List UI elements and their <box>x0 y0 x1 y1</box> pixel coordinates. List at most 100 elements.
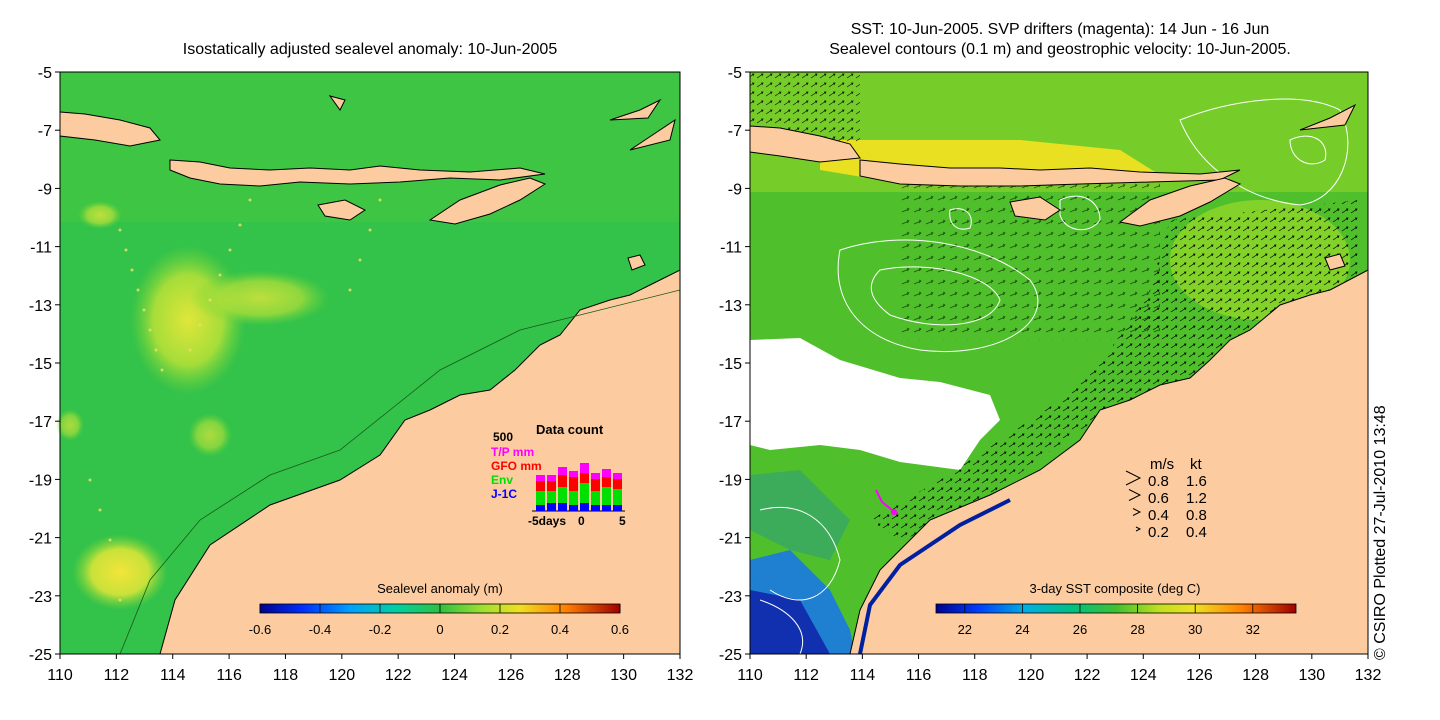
inset-bar-segment <box>580 483 589 503</box>
colorbar-tick-label: 0.6 <box>611 622 629 637</box>
right-colorbar <box>935 603 1297 614</box>
x-tick-label: 120 <box>1018 667 1045 684</box>
x-tick-label: 128 <box>1242 667 1269 684</box>
right-australia-land <box>849 269 1369 655</box>
inset-bar-segment <box>547 475 556 481</box>
inset-ymax: 500 <box>493 430 513 444</box>
inset-bar-segment <box>547 491 556 503</box>
y-tick-label: -13 <box>719 298 742 315</box>
right-colorbar-label: 3-day SST composite (deg C) <box>1030 581 1201 596</box>
inset-bar-segment <box>558 475 567 487</box>
colorbar-tick-label: 32 <box>1246 622 1260 637</box>
x-tick-label: 122 <box>1074 667 1101 684</box>
velocity-ms: 0.4 <box>1148 507 1169 524</box>
colorbar-tick-label: 0.2 <box>491 622 509 637</box>
y-tick-label: -23 <box>29 589 52 606</box>
x-tick-label: 114 <box>850 667 876 684</box>
y-tick-label: -11 <box>30 240 52 257</box>
x-tick-label: 116 <box>906 667 932 684</box>
inset-bar-segment <box>602 469 611 477</box>
x-tick-label: 124 <box>441 667 468 684</box>
inset-bar-segment <box>602 477 611 487</box>
x-tick-label: 112 <box>104 667 130 684</box>
inset-title: Data count <box>536 422 604 437</box>
velocity-kt: 1.2 <box>1186 490 1207 507</box>
inset-bar-segment <box>591 479 600 491</box>
left-timor-island <box>428 177 547 225</box>
right-map-title-line2: Sealevel contours (0.1 m) and geostrophi… <box>829 41 1291 58</box>
x-tick-label: 118 <box>273 667 299 684</box>
y-tick-label: -21 <box>719 531 742 548</box>
x-tick-label: 112 <box>793 667 819 684</box>
velocity-legend: m/s kt 0.8 1.60.6 1.20.4 0.80.2 0.4 <box>1125 456 1207 541</box>
inset-bar-segment <box>569 477 578 491</box>
inset-bar-segment <box>536 481 545 491</box>
right-map-title-line1: SST: 10-Jun-2005. SVP drifters (magenta)… <box>850 21 1270 38</box>
y-tick-label: -15 <box>29 356 52 373</box>
inset-xtick-0: 0 <box>578 514 585 528</box>
inset-bar-segment <box>558 503 567 511</box>
y-tick-label: -5 <box>38 65 52 82</box>
inset-bar-segment <box>569 505 578 511</box>
colorbar-tick-label: 0 <box>436 622 443 637</box>
y-tick-label: -11 <box>720 240 742 257</box>
left-java-island <box>59 111 161 147</box>
inset-bar-segment <box>569 471 578 477</box>
velocity-kt: 0.8 <box>1186 507 1207 524</box>
colorbar-tick-label: 24 <box>1015 622 1029 637</box>
y-tick-label: -7 <box>728 123 742 140</box>
y-tick-label: -17 <box>719 414 742 431</box>
y-tick-label: -13 <box>29 298 52 315</box>
inset-bar-segment <box>602 487 611 505</box>
inset-bar-segment <box>547 503 556 511</box>
colorbar-tick-label: 26 <box>1073 622 1087 637</box>
inset-xlabel: -5days <box>528 514 566 528</box>
inset-legend-item: Env <box>491 473 513 487</box>
y-tick-label: -25 <box>29 647 52 664</box>
colorbar-tick-label: -0.2 <box>369 622 391 637</box>
y-tick-label: -9 <box>38 181 52 198</box>
inset-bar-segment <box>613 505 622 511</box>
inset-legend-item: T/P mm <box>491 445 534 459</box>
inset-bar-segment <box>558 487 567 503</box>
right-timor-island <box>1118 177 1242 227</box>
inset-bar-segment <box>613 473 622 479</box>
inset-bar-segment <box>591 491 600 505</box>
credit-text: © CSIRO Plotted 27-Jul-2010 13:48 <box>1372 405 1389 660</box>
legend-header-ms: m/s <box>1150 456 1174 473</box>
colorbar-tick-label: 30 <box>1188 622 1202 637</box>
colorbar-tick-label: -0.4 <box>309 622 331 637</box>
y-tick-label: -5 <box>728 65 742 82</box>
y-tick-label: -19 <box>719 472 742 489</box>
velocity-kt: 1.6 <box>1186 473 1207 490</box>
y-tick-label: -23 <box>719 589 742 606</box>
colorbar-tick-label: 0.4 <box>551 622 569 637</box>
inset-bar-segment <box>536 475 545 481</box>
x-tick-label: 120 <box>328 667 355 684</box>
velocity-arrow-icon <box>1132 508 1142 516</box>
y-tick-label: -17 <box>29 414 52 431</box>
velocity-arrow-icon <box>1128 489 1142 501</box>
x-tick-label: 132 <box>667 667 694 684</box>
left-colorbar-label: Sealevel anomaly (m) <box>377 581 503 596</box>
inset-bar-segment <box>613 479 622 489</box>
inset-bar-segment <box>580 463 589 473</box>
left-map: Sealevel anomaly (m) -0.6 -0.4 -0.2 0 0.2 0.4… <box>29 65 694 684</box>
inset-bar-segment <box>536 505 545 511</box>
x-tick-label: 110 <box>47 667 73 684</box>
inset-bar-segment <box>602 505 611 511</box>
x-tick-label: 122 <box>385 667 412 684</box>
velocity-ms: 0.2 <box>1148 524 1169 541</box>
y-tick-label: -19 <box>29 472 52 489</box>
velocity-ms: 0.8 <box>1148 473 1169 490</box>
x-tick-label: 118 <box>962 667 988 684</box>
inset-bar-segment <box>591 505 600 511</box>
left-map-title: Isostatically adjusted sealevel anomaly:… <box>182 41 558 58</box>
y-tick-label: -15 <box>719 356 742 373</box>
x-tick-label: 132 <box>1355 667 1382 684</box>
inset-bar-segment <box>580 503 589 511</box>
x-tick-label: 126 <box>498 667 525 684</box>
inset-bar-segment <box>547 481 556 491</box>
inset-legend-item: J-1C <box>491 487 517 501</box>
